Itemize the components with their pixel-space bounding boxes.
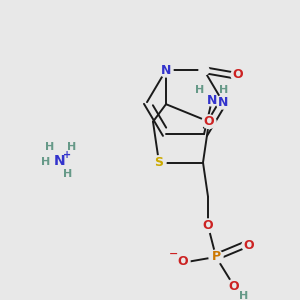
- Circle shape: [201, 219, 215, 232]
- Text: H: H: [68, 142, 76, 152]
- Circle shape: [206, 94, 218, 106]
- Text: H: H: [41, 158, 51, 167]
- Text: H: H: [219, 85, 229, 95]
- Circle shape: [202, 115, 216, 128]
- Text: H: H: [239, 291, 249, 300]
- Text: N: N: [161, 64, 171, 76]
- Circle shape: [216, 95, 230, 109]
- Text: H: H: [63, 169, 73, 179]
- Text: S: S: [154, 156, 164, 169]
- Text: −: −: [169, 249, 179, 259]
- Text: O: O: [178, 255, 188, 268]
- Text: O: O: [204, 115, 214, 128]
- Text: O: O: [203, 219, 213, 232]
- Text: O: O: [229, 280, 239, 292]
- Circle shape: [227, 279, 241, 293]
- Circle shape: [152, 156, 166, 170]
- Circle shape: [242, 238, 256, 252]
- Circle shape: [231, 68, 245, 82]
- Text: O: O: [233, 68, 243, 82]
- Circle shape: [209, 250, 223, 264]
- Text: H: H: [195, 85, 205, 95]
- Text: O: O: [244, 239, 254, 252]
- Text: H: H: [45, 142, 55, 152]
- Text: P: P: [212, 250, 220, 263]
- Text: N: N: [54, 154, 66, 167]
- Text: +: +: [63, 150, 71, 160]
- Circle shape: [176, 255, 190, 268]
- Circle shape: [199, 65, 209, 75]
- Text: N: N: [218, 96, 228, 109]
- Text: N: N: [207, 94, 217, 106]
- Circle shape: [159, 63, 173, 77]
